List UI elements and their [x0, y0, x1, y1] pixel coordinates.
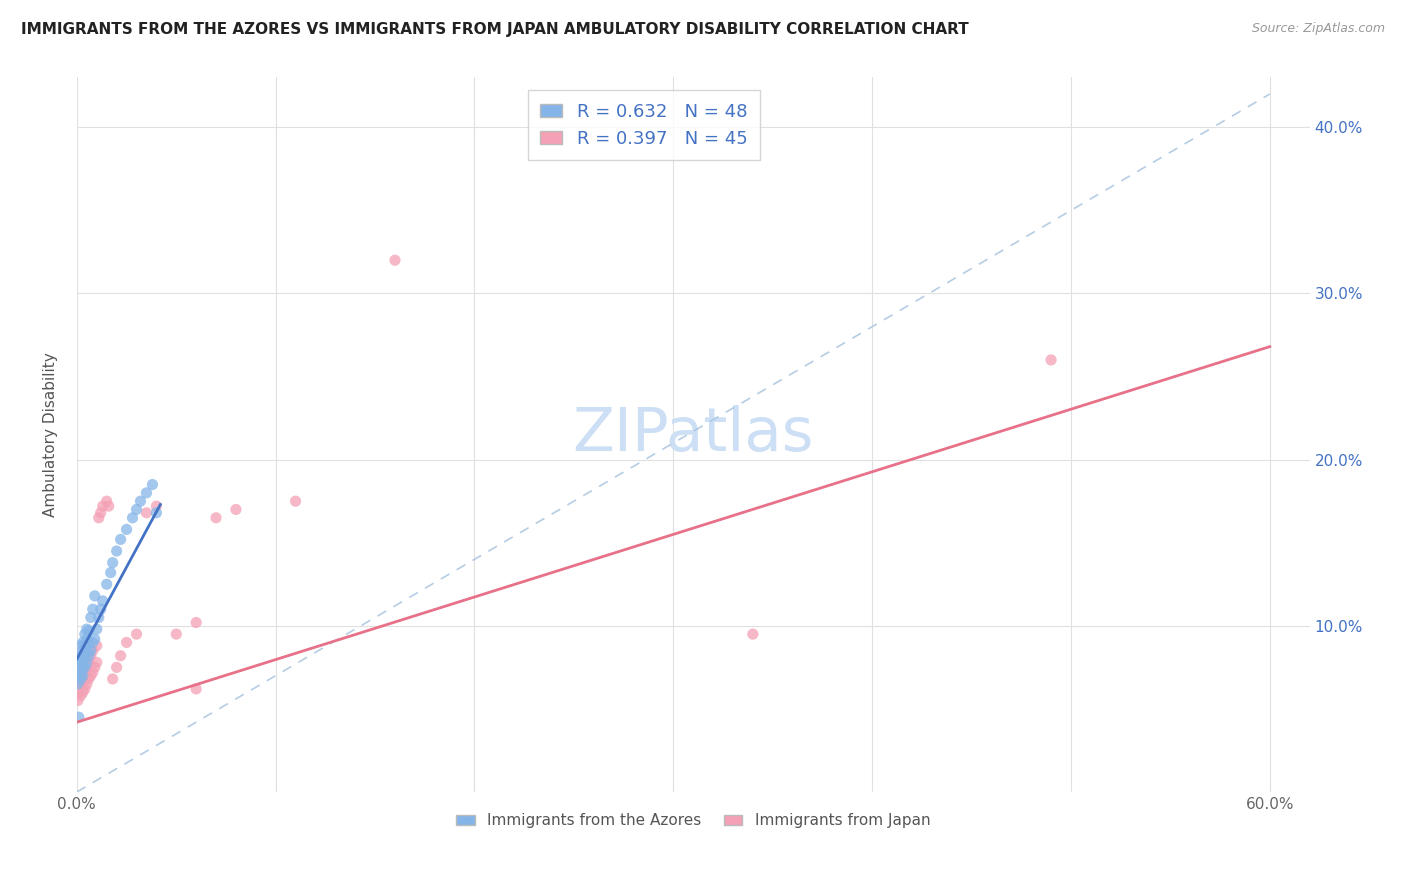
Point — [105, 544, 128, 558]
Point — [165, 627, 187, 641]
Point — [70, 689, 93, 703]
Text: ZIPatlas: ZIPatlas — [572, 405, 814, 464]
Point — [72, 672, 94, 686]
Point — [186, 681, 208, 696]
Legend: Immigrants from the Azores, Immigrants from Japan: Immigrants from the Azores, Immigrants f… — [450, 807, 936, 834]
Point — [76, 660, 98, 674]
Point — [125, 627, 148, 641]
Point — [101, 556, 124, 570]
Point — [145, 506, 167, 520]
Point — [115, 635, 138, 649]
Point — [110, 648, 132, 663]
Point — [87, 510, 110, 524]
Point — [66, 677, 89, 691]
Point — [72, 635, 94, 649]
Point — [70, 672, 93, 686]
Point — [67, 660, 90, 674]
Point — [1040, 353, 1063, 368]
Point — [96, 494, 118, 508]
Point — [82, 665, 104, 680]
Point — [76, 622, 98, 636]
Point — [91, 499, 114, 513]
Point — [100, 566, 122, 580]
Point — [284, 494, 307, 508]
Point — [82, 635, 104, 649]
Point — [110, 533, 132, 547]
Point — [91, 594, 114, 608]
Point — [67, 668, 90, 682]
Point — [741, 627, 763, 641]
Point — [66, 693, 89, 707]
Point — [186, 615, 208, 630]
Point — [135, 506, 157, 520]
Point — [83, 589, 105, 603]
Point — [73, 639, 96, 653]
Point — [76, 677, 98, 691]
Point — [115, 523, 138, 537]
Point — [67, 710, 90, 724]
Point — [90, 506, 112, 520]
Point — [80, 644, 103, 658]
Point — [80, 610, 103, 624]
Point — [105, 660, 128, 674]
Point — [77, 656, 100, 670]
Point — [86, 656, 108, 670]
Point — [82, 602, 104, 616]
Point — [97, 499, 120, 513]
Point — [145, 499, 167, 513]
Text: IMMIGRANTS FROM THE AZORES VS IMMIGRANTS FROM JAPAN AMBULATORY DISABILITY CORREL: IMMIGRANTS FROM THE AZORES VS IMMIGRANTS… — [21, 22, 969, 37]
Point — [82, 644, 104, 658]
Point — [73, 660, 96, 674]
Point — [70, 677, 93, 691]
Point — [77, 635, 100, 649]
Point — [96, 577, 118, 591]
Point — [73, 681, 96, 696]
Point — [87, 610, 110, 624]
Point — [101, 672, 124, 686]
Point — [67, 677, 90, 691]
Point — [77, 648, 100, 663]
Point — [86, 622, 108, 636]
Point — [67, 685, 90, 699]
Point — [70, 660, 93, 674]
Point — [67, 652, 90, 666]
Point — [72, 644, 94, 658]
Point — [72, 668, 94, 682]
Point — [86, 639, 108, 653]
Point — [76, 632, 98, 646]
Point — [83, 660, 105, 674]
Point — [72, 652, 94, 666]
Point — [76, 644, 98, 658]
Text: Source: ZipAtlas.com: Source: ZipAtlas.com — [1251, 22, 1385, 36]
Point — [77, 672, 100, 686]
Point — [70, 648, 93, 663]
Point — [76, 656, 98, 670]
Point — [70, 656, 93, 670]
Point — [67, 668, 90, 682]
Point — [73, 648, 96, 663]
Point — [384, 253, 406, 268]
Point — [83, 632, 105, 646]
Point — [90, 602, 112, 616]
Point — [225, 502, 247, 516]
Point — [141, 477, 163, 491]
Point — [73, 665, 96, 680]
Point — [80, 648, 103, 663]
Y-axis label: Ambulatory Disability: Ambulatory Disability — [44, 352, 58, 517]
Point — [129, 494, 152, 508]
Point — [77, 624, 100, 638]
Point — [80, 668, 103, 682]
Point — [70, 665, 93, 680]
Point — [125, 502, 148, 516]
Point — [121, 510, 143, 524]
Point — [73, 648, 96, 663]
Point — [72, 685, 94, 699]
Point — [205, 510, 228, 524]
Point — [72, 660, 94, 674]
Point — [72, 656, 94, 670]
Point — [73, 627, 96, 641]
Point — [135, 486, 157, 500]
Point — [70, 639, 93, 653]
